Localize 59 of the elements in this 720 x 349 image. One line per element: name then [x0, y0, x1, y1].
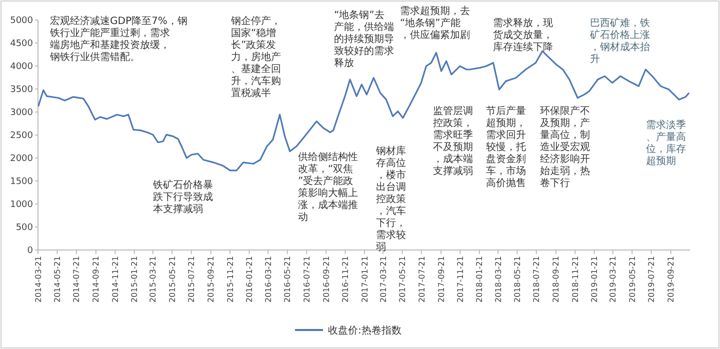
x-tick-label: 2017-11-21 — [456, 256, 465, 302]
x-tick-label: 2016-01-21 — [245, 256, 254, 302]
x-tick-label: 2019-01-21 — [590, 256, 600, 302]
annotation: 需求超预期，去“地条钢”产能，供应偏紧加剧 — [400, 5, 470, 41]
annotation: 环保限产不及预期，产量高位，制造业受宏观经济影响开始走弱，热卷下行 — [540, 105, 590, 189]
x-tick-label: 2015-11-21 — [226, 256, 235, 302]
y-tick-label: 1000 — [10, 200, 34, 210]
x-tick-label: 2014-07-21 — [72, 256, 82, 302]
annotation: 节后产量超预期，需求回升较慢，托盘资金刹车，市场高价抛售 — [486, 105, 526, 189]
x-tick-label: 2014-09-21 — [92, 256, 101, 302]
x-tick-label: 2017-03-21 — [378, 256, 388, 302]
annotation: “地条钢”去产能，供给端的持续预期导致较好的需求释放 — [334, 9, 394, 69]
text: 钢材库存高位，楼市出台调控政策，汽车下行，需求较弱 — [376, 146, 406, 253]
annotation: 需求释放，现货成交放量，库存连续下降 — [493, 17, 553, 53]
annotation: 供给侧结构性改革，“双焦”受去产能政策影响大幅上涨，成本端推动 — [298, 151, 358, 223]
x-tick-label: 2016-05-21 — [283, 256, 292, 302]
x-tick-label: 2014-03-21 — [34, 256, 43, 302]
x-tick-label: 2016-09-21 — [322, 256, 331, 302]
x-tick-label: 2018-03-21 — [494, 256, 503, 302]
y-tick-label: 0 — [27, 246, 34, 256]
x-tick-label: 2017-07-21 — [417, 256, 426, 302]
y-tick-label: 3500 — [10, 85, 34, 96]
x-tick-label: 2018-01-21 — [475, 256, 484, 302]
annotation: 铁矿石价格暴跌下行导致成本支撑减弱 — [152, 179, 213, 215]
x-tick-label: 2015-07-21 — [187, 256, 196, 302]
x-tick-label: 2019-07-21 — [647, 256, 656, 302]
x-tick-label: 2015-03-21 — [148, 256, 158, 302]
y-tick-label: 2500 — [10, 131, 34, 142]
x-tick-label: 2017-09-21 — [436, 256, 446, 302]
x-tick-label: 2016-07-21 — [302, 256, 312, 302]
annotation: 钢企停产，国家“稳增长”政策发力，房地产、基建全回升，汽车购置税减半 — [230, 15, 281, 99]
y-tick-label: 4500 — [10, 39, 34, 50]
legend-label: 收盘价:热卷指数 — [328, 324, 402, 336]
annotation: 监管层调控政策，需求旺季不及预期，成本端支撑减弱 — [433, 105, 473, 177]
x-tick-label: 2019-05-21 — [628, 256, 637, 302]
y-tick-label: 4000 — [10, 62, 34, 72]
x-tick-label: 2017-05-21 — [398, 256, 408, 302]
x-tick-label: 2015-05-21 — [168, 256, 177, 302]
x-tick-label: 2014-05-21 — [53, 256, 62, 302]
y-tick-label: 2000 — [10, 154, 34, 164]
x-tick-label: 2015-01-21 — [130, 256, 140, 302]
y-tick-label: 1500 — [10, 177, 34, 188]
annotation: 宏观经济减速GDP降至7%，钢铁行业产能严重过剩，需求端房地产和基建投资放缓，钢铁行业供需错配。 — [49, 15, 188, 63]
annotation: 巴西矿难，铁矿石价格上涨，钢材成本抬升 — [589, 17, 650, 65]
x-tick-label: 2016-03-21 — [264, 256, 273, 302]
x-tick-label: 2016-11-21 — [341, 256, 350, 302]
x-tick-label: 2018-05-21 — [512, 256, 522, 302]
x-tick-label: 2019-09-21 — [666, 256, 676, 302]
x-tick-label: 2018-09-21 — [552, 256, 561, 302]
x-tick-label: 2017-01-21 — [360, 256, 370, 302]
annotation: 需求淡季、产量高位，库存超预期 — [646, 119, 686, 167]
x-tick-label: 2018-07-21 — [532, 256, 542, 302]
y-tick-label: 3000 — [10, 108, 34, 118]
y-tick-label: 500 — [16, 223, 34, 234]
x-tick-label: 2018-11-21 — [570, 256, 580, 302]
x-tick-label: 2014-11-21 — [110, 256, 120, 302]
x-tick-label: 2019-03-21 — [608, 256, 618, 302]
x-tick-label: 2015-09-21 — [206, 256, 216, 302]
y-tick-label: 5000 — [10, 16, 34, 26]
